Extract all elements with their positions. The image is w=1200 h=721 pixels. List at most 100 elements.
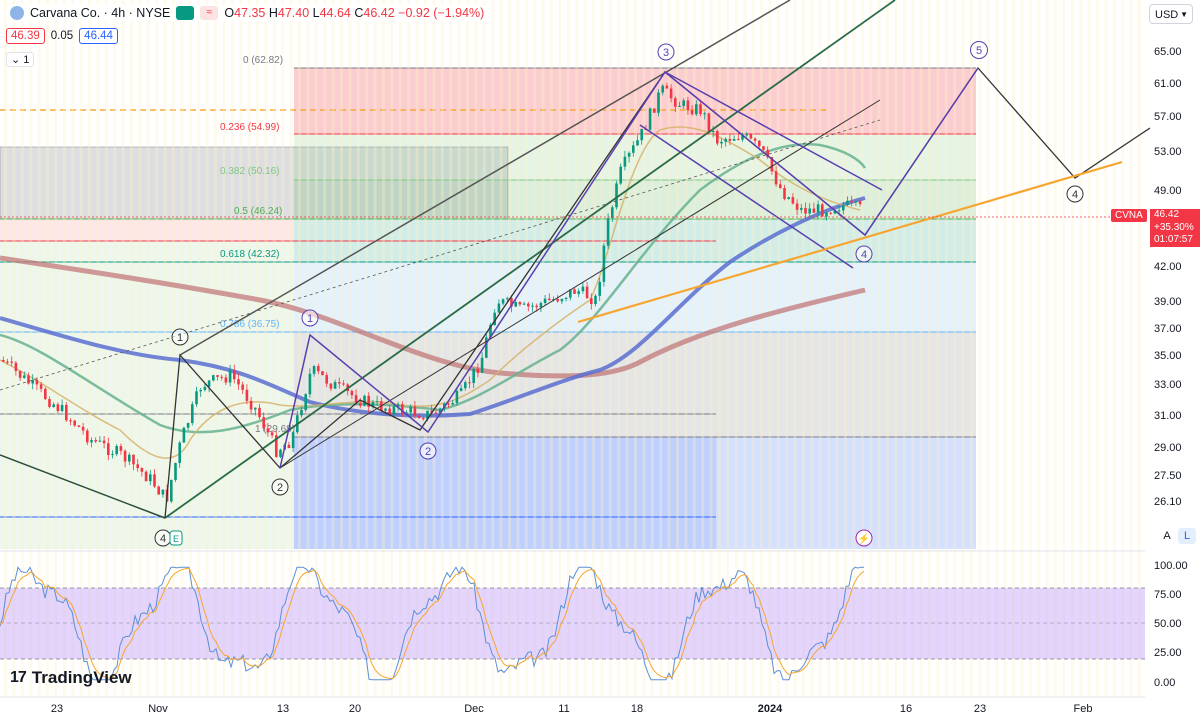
fib-label-0618: 0.618 (42.32) [220,249,280,260]
candle-body [674,98,677,107]
indicator-toggle[interactable]: ⌄ 1 [6,52,35,67]
candle-body [808,208,811,214]
market-open-icon[interactable] [176,6,195,20]
candle-body [539,302,543,308]
time-axis-label: Dec [464,703,484,715]
svg-text:1: 1 [307,313,313,325]
time-axis-label: Nov [148,703,168,715]
oscillator-axis-label: 0.00 [1154,677,1175,689]
candle-body [695,104,698,115]
oscillator-axis[interactable]: 100.00 75.00 50.00 25.00 0.00 [1154,560,1188,689]
ask-price[interactable]: 46.44 [79,28,118,44]
candle-body [245,389,249,401]
wave-markers: 1 2 4 E 4 5 1 2 3 4 ⚡ [154,41,1084,547]
delay-indicator-icon[interactable]: ≈ [200,6,219,20]
candle-body [304,394,307,411]
candle-body [522,303,526,305]
symbol-title[interactable]: Carvana Co. · 4h · NYSE [30,6,171,20]
candle-body [212,375,215,381]
candle-body [514,302,517,307]
price-axis-label: 42.00 [1154,261,1182,273]
candle-body [321,371,324,376]
candle-body [459,388,463,391]
fib-label-0236: 0.236 (54.99) [220,122,280,133]
candle-body [455,390,459,403]
log-scale-button[interactable]: L [1178,528,1196,544]
candle-body [300,410,303,416]
currency-select[interactable]: USD ▼ [1149,4,1193,24]
price-axis-label: 31.00 [1154,410,1182,422]
candle-body [842,205,845,211]
oscillator-axis-label: 50.00 [1154,618,1182,630]
candle-body [111,454,114,456]
candle-body [359,402,362,406]
fib-label-0: 0 (62.82) [243,55,283,66]
wave-label-black-4-right: 4 [1066,185,1084,203]
candle-body [140,468,144,472]
candle-body [144,471,148,482]
candle-body [716,131,719,144]
wave-label-purple-2: 2 [419,442,437,460]
candle-body [182,427,186,443]
tradingview-wordmark: TradingView [31,668,132,687]
stoch-k-line [0,566,864,681]
candle-body [535,305,538,308]
oscillator-axis-label: 100.00 [1154,560,1188,572]
svg-text:4: 4 [861,249,867,261]
wave-label-black-4-left: 4 [154,529,172,547]
price-candles [2,82,862,504]
wave-label-purple-3: 3 [657,43,675,61]
candle-body [480,357,484,373]
price-axis-label: 37.00 [1154,323,1182,335]
candle-body [833,210,837,214]
candle-body [31,379,34,384]
candle-body [128,454,131,462]
candle-body [451,402,454,405]
price-axis[interactable]: 65.00 61.00 57.00 53.00 49.00 42.00 39.00 37.00… [1154,46,1182,508]
ohlc-values: O47.35 H47.40 L44.64 C46.42 −0.92 (−1.94… [224,6,485,20]
candle-body [632,145,635,153]
candle-body [136,464,139,469]
candle-body [711,131,715,133]
candle-body [476,368,480,373]
tradingview-logo[interactable]: 17 TradingView [10,668,132,688]
candle-body [661,85,664,93]
candle-body [518,302,522,305]
candle-body [174,463,177,480]
candle-body [329,383,333,389]
price-axis-label: 49.00 [1154,185,1182,197]
stochastic-oscillator [0,566,1145,681]
candle-body [107,443,110,456]
bid-price[interactable]: 46.39 [6,28,45,44]
auto-scale-button[interactable]: A [1163,530,1171,542]
candle-body [123,450,127,462]
candle-body [854,201,858,203]
candle-body [779,184,782,189]
candle-body [161,489,165,495]
svg-text:1: 1 [177,332,183,344]
stoch-d-line [0,567,865,680]
candle-body [464,382,467,389]
candle-body [312,366,316,374]
candle-body [392,406,396,415]
candle-body [94,440,97,442]
svg-text:2: 2 [425,446,431,458]
candle-body [447,403,450,405]
candle-body [6,361,9,363]
fib-label-1: 1 (29.68) [255,424,295,435]
time-axis[interactable]: 23 Nov 13 20 Dec 11 18 2024 16 23 Feb [0,696,1145,715]
candle-body [699,104,702,114]
candle-body [86,430,89,443]
svg-text:4: 4 [160,533,166,545]
candle-body [115,446,118,455]
candle-body [636,140,639,146]
candle-body [594,295,597,305]
dividend-marker[interactable]: ⚡ [855,529,873,547]
candle-body [657,92,660,113]
candle-body [774,171,778,185]
candle-body [73,420,76,426]
candle-body [816,204,820,213]
candle-body [275,435,278,457]
svg-text:4: 4 [1072,189,1078,201]
